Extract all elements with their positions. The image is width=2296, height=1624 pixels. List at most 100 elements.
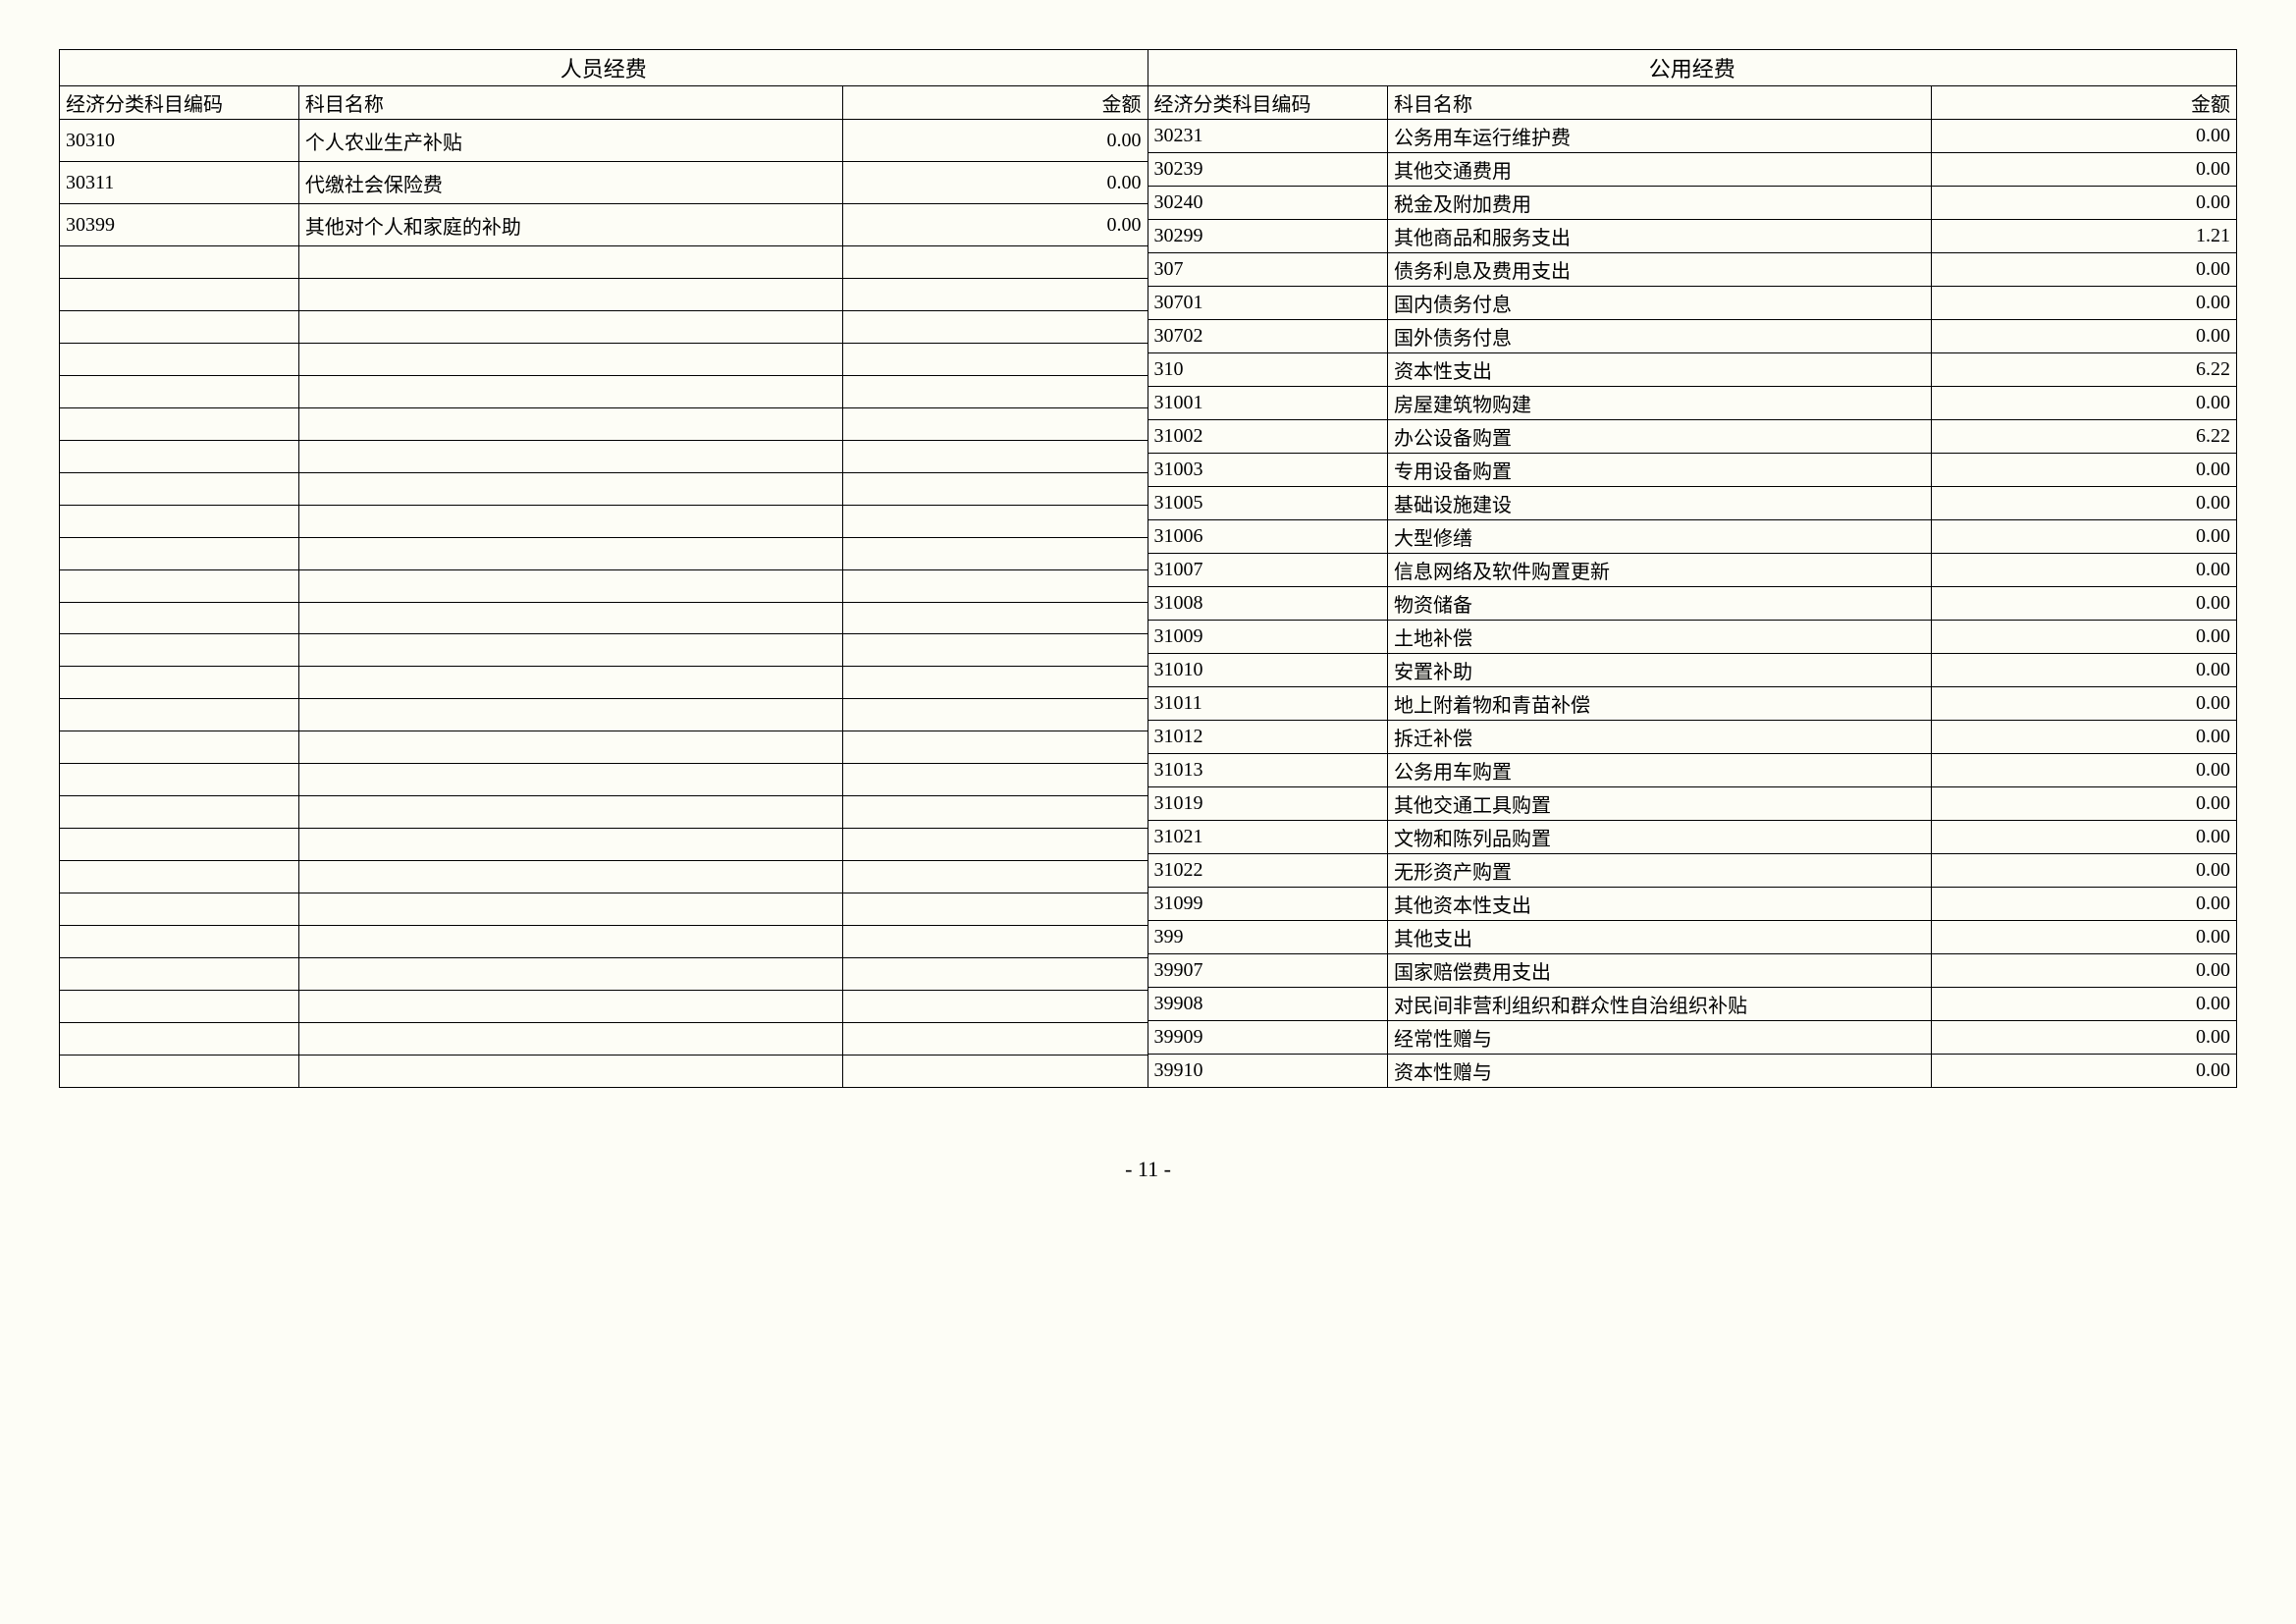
name-cell: 房屋建筑物购建 <box>1387 387 1932 420</box>
table-row <box>60 990 1148 1022</box>
table-row <box>60 569 1148 602</box>
code-cell <box>60 602 299 634</box>
personnel-expense-table: 人员经费 经济分类科目编码 科目名称 金额 30310个人农业生产补贴0.003… <box>59 49 1148 1088</box>
name-cell <box>298 375 842 407</box>
table-row <box>60 1022 1148 1055</box>
amount-cell <box>843 731 1148 764</box>
public-name-header: 科目名称 <box>1387 86 1932 120</box>
amount-cell <box>843 957 1148 990</box>
code-cell: 31005 <box>1148 487 1388 520</box>
page-number: - 11 - <box>59 1157 2237 1182</box>
name-cell <box>298 311 842 344</box>
name-cell: 其他交通费用 <box>1387 153 1932 187</box>
name-cell: 公务用车购置 <box>1387 754 1932 787</box>
table-row <box>60 796 1148 829</box>
code-cell: 31001 <box>1148 387 1388 420</box>
table-row <box>60 279 1148 311</box>
code-cell <box>60 407 299 440</box>
name-cell <box>298 957 842 990</box>
name-cell <box>298 569 842 602</box>
name-cell: 国内债务付息 <box>1387 287 1932 320</box>
amount-cell <box>843 796 1148 829</box>
amount-cell <box>843 537 1148 569</box>
name-cell: 其他商品和服务支出 <box>1387 220 1932 253</box>
amount-cell: 0.00 <box>1932 654 2237 687</box>
amount-cell: 0.00 <box>1932 687 2237 721</box>
code-cell <box>60 829 299 861</box>
name-cell <box>298 764 842 796</box>
amount-cell <box>843 602 1148 634</box>
amount-cell <box>843 925 1148 957</box>
amount-cell <box>843 472 1148 505</box>
amount-cell <box>843 990 1148 1022</box>
amount-cell <box>843 279 1148 311</box>
name-cell: 对民间非营利组织和群众性自治组织补贴 <box>1387 988 1932 1021</box>
code-cell <box>60 957 299 990</box>
table-row <box>60 246 1148 279</box>
name-cell <box>298 634 842 667</box>
table-row: 31099其他资本性支出0.00 <box>1148 888 2237 921</box>
code-cell <box>60 440 299 472</box>
name-cell: 土地补偿 <box>1387 621 1932 654</box>
name-cell: 安置补助 <box>1387 654 1932 687</box>
table-row <box>60 764 1148 796</box>
name-cell: 大型修缮 <box>1387 520 1932 554</box>
name-cell: 公务用车运行维护费 <box>1387 120 1932 153</box>
table-row <box>60 311 1148 344</box>
name-cell: 其他交通工具购置 <box>1387 787 1932 821</box>
table-row: 31013公务用车购置0.00 <box>1148 754 2237 787</box>
name-cell <box>298 279 842 311</box>
name-cell <box>298 472 842 505</box>
amount-cell: 0.00 <box>843 120 1148 162</box>
code-cell: 307 <box>1148 253 1388 287</box>
code-cell: 31019 <box>1148 787 1388 821</box>
table-row: 310资本性支出6.22 <box>1148 353 2237 387</box>
amount-cell: 0.00 <box>1932 487 2237 520</box>
personnel-main-header: 人员经费 <box>60 50 1148 86</box>
table-row <box>60 407 1148 440</box>
amount-cell: 0.00 <box>1932 621 2237 654</box>
name-cell <box>298 344 842 376</box>
table-row: 39907国家赔偿费用支出0.00 <box>1148 954 2237 988</box>
name-cell: 其他对个人和家庭的补助 <box>298 204 842 246</box>
name-cell: 资本性支出 <box>1387 353 1932 387</box>
table-row <box>60 375 1148 407</box>
amount-cell <box>843 505 1148 537</box>
code-cell: 30311 <box>60 162 299 204</box>
code-cell: 30399 <box>60 204 299 246</box>
amount-cell <box>843 893 1148 925</box>
name-cell <box>298 667 842 699</box>
code-cell: 30310 <box>60 120 299 162</box>
code-cell <box>60 667 299 699</box>
name-cell: 其他资本性支出 <box>1387 888 1932 921</box>
table-row: 31006大型修缮0.00 <box>1148 520 2237 554</box>
personnel-amount-header: 金额 <box>843 86 1148 120</box>
code-cell <box>60 1055 299 1087</box>
table-row: 39908对民间非营利组织和群众性自治组织补贴0.00 <box>1148 988 2237 1021</box>
code-cell <box>60 344 299 376</box>
code-cell: 39910 <box>1148 1055 1388 1088</box>
code-cell <box>60 634 299 667</box>
amount-cell: 0.00 <box>1932 921 2237 954</box>
name-cell <box>298 893 842 925</box>
name-cell: 文物和陈列品购置 <box>1387 821 1932 854</box>
table-row <box>60 925 1148 957</box>
table-row: 31021文物和陈列品购置0.00 <box>1148 821 2237 854</box>
code-cell: 31022 <box>1148 854 1388 888</box>
name-cell: 专用设备购置 <box>1387 454 1932 487</box>
personnel-name-header: 科目名称 <box>298 86 842 120</box>
code-cell <box>60 861 299 893</box>
name-cell <box>298 440 842 472</box>
table-row: 30239其他交通费用0.00 <box>1148 153 2237 187</box>
personnel-tbody: 30310个人农业生产补贴0.0030311代缴社会保险费0.0030399其他… <box>60 120 1148 1088</box>
table-row: 31022无形资产购置0.00 <box>1148 854 2237 888</box>
amount-cell <box>843 764 1148 796</box>
amount-cell <box>843 246 1148 279</box>
code-cell <box>60 764 299 796</box>
name-cell: 基础设施建设 <box>1387 487 1932 520</box>
code-cell: 30299 <box>1148 220 1388 253</box>
amount-cell: 0.00 <box>1932 721 2237 754</box>
table-row <box>60 957 1148 990</box>
amount-cell: 6.22 <box>1932 420 2237 454</box>
name-cell <box>298 731 842 764</box>
